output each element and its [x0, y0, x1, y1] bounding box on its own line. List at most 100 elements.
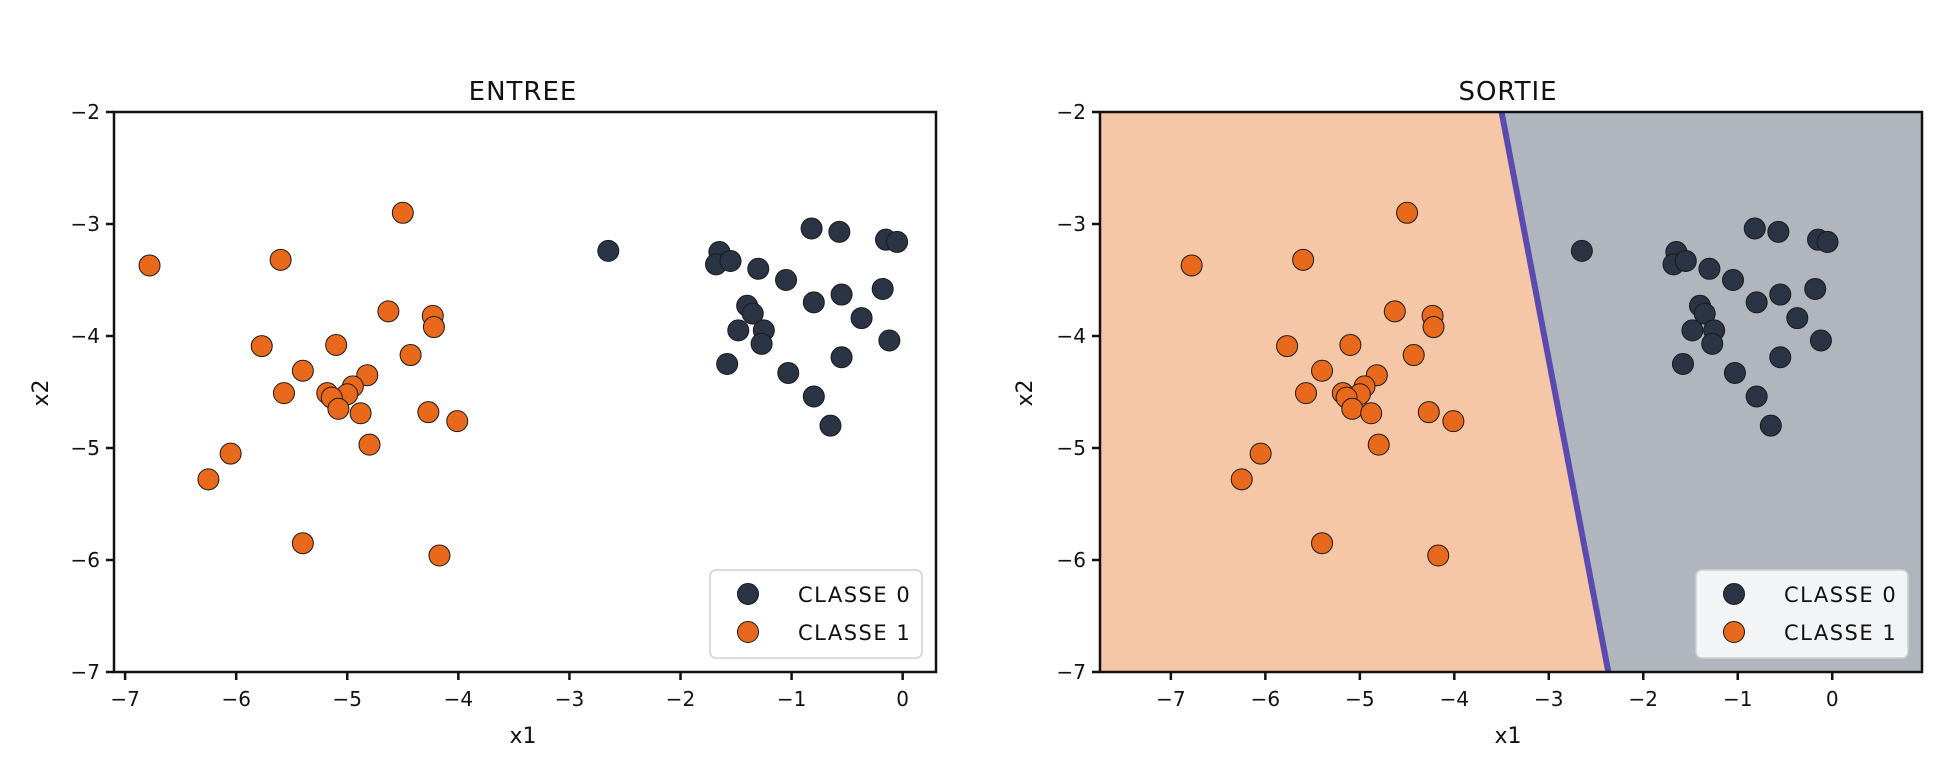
data-point-classe-0 [1723, 361, 1746, 384]
data-point-classe-0 [878, 329, 901, 352]
data-point-classe-0 [830, 283, 853, 306]
data-point-classe-1 [197, 468, 220, 491]
data-point-classe-0 [1769, 283, 1792, 306]
y-tick-label: −7 [71, 660, 100, 684]
legend-marker [737, 621, 759, 643]
data-point-classe-1 [399, 344, 422, 367]
data-point-classe-0 [741, 302, 764, 325]
data-point-classe-1 [325, 333, 348, 356]
data-point-classe-0 [1759, 414, 1782, 437]
region-classe-0 [1501, 112, 1922, 672]
x-axis-label: x1 [1494, 724, 1521, 749]
data-point-classe-1 [1360, 402, 1383, 425]
data-point-classe-1 [377, 300, 400, 323]
x-tick-label: −2 [666, 687, 695, 711]
data-point-classe-0 [777, 361, 800, 384]
chart-title: SORTIE [1458, 77, 1557, 107]
legend-marker [737, 583, 759, 605]
plot-frame [1098, 110, 1924, 674]
x-tick-label: −6 [221, 687, 250, 711]
data-point-classe-1 [269, 248, 292, 271]
data-point-classe-1 [417, 401, 440, 424]
data-point-classe-0 [1769, 346, 1792, 369]
data-point-classe-1 [1230, 468, 1253, 491]
data-point-classe-1 [1180, 254, 1203, 277]
data-point-classe-0 [716, 353, 739, 375]
data-point-classe-1 [1402, 344, 1425, 367]
data-point-classe-1 [1311, 532, 1334, 555]
data-point-classe-1 [1339, 333, 1362, 356]
x-tick-label: −4 [1440, 687, 1469, 711]
data-point-classe-0 [1804, 277, 1827, 300]
y-axis-label: x2 [1013, 379, 1038, 406]
panel-entree: ENTREE x1 x2 −7 −6 −5 −4 −3 −2 −1 0 −2 −3 −4 −5 −6 −7… [29, 77, 938, 749]
data-point-classe-0 [830, 346, 853, 369]
data-point-classe-0 [1698, 257, 1721, 280]
y-tick-label: −7 [1057, 660, 1086, 684]
data-point-classe-1 [1417, 401, 1440, 424]
data-point-classe-0 [1767, 220, 1790, 243]
data-point-classe-1 [272, 382, 295, 405]
data-point-classe-1 [1276, 335, 1299, 358]
data-point-classe-1 [358, 433, 381, 456]
y-tick-label: −3 [1057, 212, 1086, 236]
data-point-classe-1 [1383, 300, 1406, 323]
data-point-classe-1 [250, 335, 273, 358]
data-point-classe-0 [1816, 230, 1839, 253]
data-point-classe-0 [1722, 269, 1745, 291]
data-point-classe-0 [1671, 353, 1694, 375]
data-point-classe-1 [291, 359, 314, 382]
data-point-classe-0 [1786, 307, 1809, 330]
data-point-classe-1 [1367, 433, 1390, 456]
data-point-classe-1 [1341, 397, 1364, 420]
data-point-classe-1 [422, 316, 445, 339]
y-tick-label: −3 [71, 212, 100, 236]
legend-label: CLASSE 0 [1784, 583, 1897, 607]
data-point-classe-1 [1442, 410, 1465, 433]
legend-label: CLASSE 0 [798, 583, 911, 607]
data-point-classe-0 [1674, 249, 1697, 272]
data-point-classe-1 [1396, 201, 1419, 224]
x-tick-label: −5 [1345, 687, 1374, 711]
x-tick-label: 0 [896, 687, 909, 711]
legend-marker [1723, 621, 1745, 643]
x-tick-label: −7 [1156, 687, 1185, 711]
data-point-classe-0 [886, 230, 909, 253]
data-point-classe-0 [747, 257, 770, 280]
data-point-classe-0 [1745, 291, 1768, 314]
legend-marker [1723, 583, 1745, 605]
legend-box [709, 569, 923, 659]
x-axis-label: x1 [509, 724, 536, 749]
data-point-classe-1 [1427, 544, 1450, 567]
data-point-classe-1 [391, 201, 414, 224]
legend-label: CLASSE 1 [798, 621, 911, 645]
data-point-classe-0 [775, 269, 798, 291]
y-tick-label: −5 [71, 436, 100, 460]
data-point-classe-1 [1292, 248, 1315, 271]
data-point-classe-0 [1693, 302, 1716, 325]
x-tick-label: −3 [1534, 687, 1563, 711]
x-tick-label: −1 [1723, 687, 1752, 711]
data-point-classe-1 [1294, 382, 1317, 405]
decision-boundary-line [1498, 111, 1612, 673]
x-tick-label: −2 [1629, 687, 1658, 711]
data-point-classe-0 [1570, 239, 1593, 262]
data-point-classe-0 [871, 277, 894, 300]
data-point-classe-1 [138, 254, 161, 277]
data-point-classe-0 [802, 291, 825, 314]
y-tick-label: −4 [71, 324, 100, 348]
x-tick-label: −6 [1251, 687, 1280, 711]
x-tick-label: −1 [777, 687, 806, 711]
data-point-classe-1 [446, 410, 469, 433]
plot-frame [112, 110, 938, 674]
y-tick-label: −6 [71, 548, 100, 572]
data-point-classe-0 [727, 319, 750, 342]
data-point-classe-0 [597, 239, 620, 262]
x-tick-label: −5 [333, 687, 362, 711]
data-point-classe-1 [1311, 359, 1334, 382]
data-point-classe-0 [802, 385, 825, 408]
panel-sortie: SORTIE x1 x2 −7 −6 −5 −4 −3 −2 −1 0 −2 −3 −4 −5 −6 −7… [1013, 77, 1924, 749]
data-point-classe-1 [219, 442, 242, 465]
